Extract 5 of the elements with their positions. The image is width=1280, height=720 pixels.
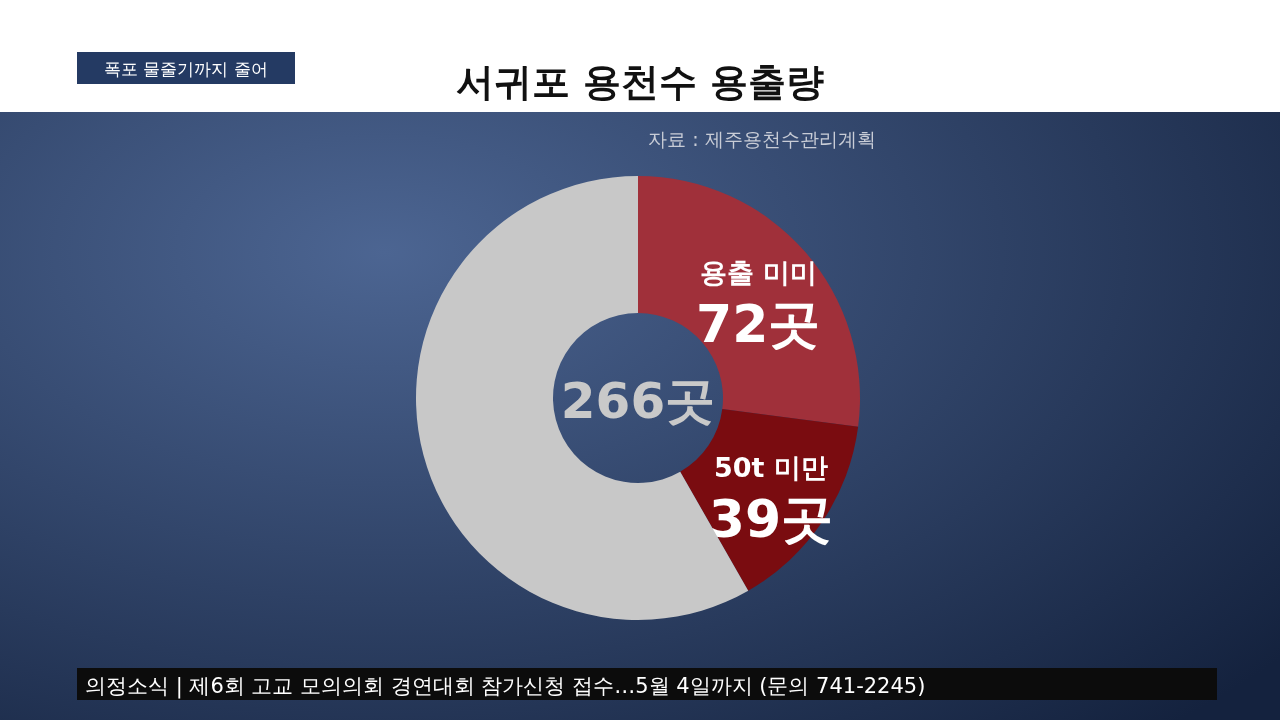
- ticker: 의정소식 | 제6회 고교 모의의회 경연대회 참가신청 접수…5월 4일까지 (문의 741-2245): [85, 674, 926, 698]
- center-total: 266곳: [560, 372, 716, 430]
- source: 자료 : 제주용천수관리계획: [648, 128, 876, 150]
- title: 서귀포 용천수 용출량: [455, 60, 825, 104]
- subtitle: 폭포 물줄기까지 줄어: [104, 59, 268, 79]
